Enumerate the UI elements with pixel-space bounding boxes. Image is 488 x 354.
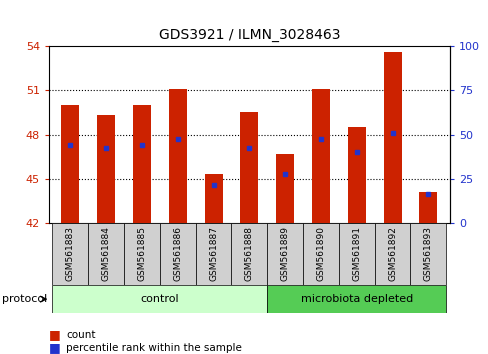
Bar <box>97 115 115 223</box>
Bar <box>168 89 186 223</box>
FancyBboxPatch shape <box>409 223 446 285</box>
FancyBboxPatch shape <box>267 223 303 285</box>
Text: ■: ■ <box>49 341 61 354</box>
Text: count: count <box>66 330 95 339</box>
Bar <box>419 192 436 223</box>
Text: GSM561885: GSM561885 <box>137 227 146 281</box>
Text: GSM561887: GSM561887 <box>209 227 218 281</box>
Bar <box>240 113 258 223</box>
Bar <box>267 285 446 313</box>
Bar <box>133 105 151 223</box>
Text: percentile rank within the sample: percentile rank within the sample <box>66 343 242 353</box>
Bar <box>61 105 79 223</box>
Text: GSM561886: GSM561886 <box>173 227 182 281</box>
FancyBboxPatch shape <box>124 223 160 285</box>
Text: GSM561892: GSM561892 <box>387 227 396 281</box>
Title: GDS3921 / ILMN_3028463: GDS3921 / ILMN_3028463 <box>158 28 340 42</box>
FancyBboxPatch shape <box>195 223 231 285</box>
FancyBboxPatch shape <box>303 223 338 285</box>
Text: protocol: protocol <box>2 294 48 304</box>
Text: GSM561889: GSM561889 <box>280 227 289 281</box>
Bar <box>276 154 294 223</box>
Text: control: control <box>140 294 179 304</box>
Bar <box>204 175 222 223</box>
Text: GSM561890: GSM561890 <box>316 227 325 281</box>
FancyBboxPatch shape <box>338 223 374 285</box>
Text: GSM561888: GSM561888 <box>244 227 253 281</box>
Text: microbiota depleted: microbiota depleted <box>300 294 412 304</box>
Text: GSM561884: GSM561884 <box>102 227 110 281</box>
FancyBboxPatch shape <box>160 223 195 285</box>
Text: GSM561891: GSM561891 <box>351 227 361 281</box>
Bar <box>52 285 267 313</box>
Bar <box>383 52 401 223</box>
FancyBboxPatch shape <box>88 223 124 285</box>
FancyBboxPatch shape <box>231 223 267 285</box>
Text: ■: ■ <box>49 328 61 341</box>
Text: GSM561883: GSM561883 <box>66 227 75 281</box>
Bar <box>347 127 365 223</box>
FancyBboxPatch shape <box>52 223 88 285</box>
FancyBboxPatch shape <box>374 223 409 285</box>
Bar <box>311 89 329 223</box>
Text: GSM561893: GSM561893 <box>423 227 432 281</box>
